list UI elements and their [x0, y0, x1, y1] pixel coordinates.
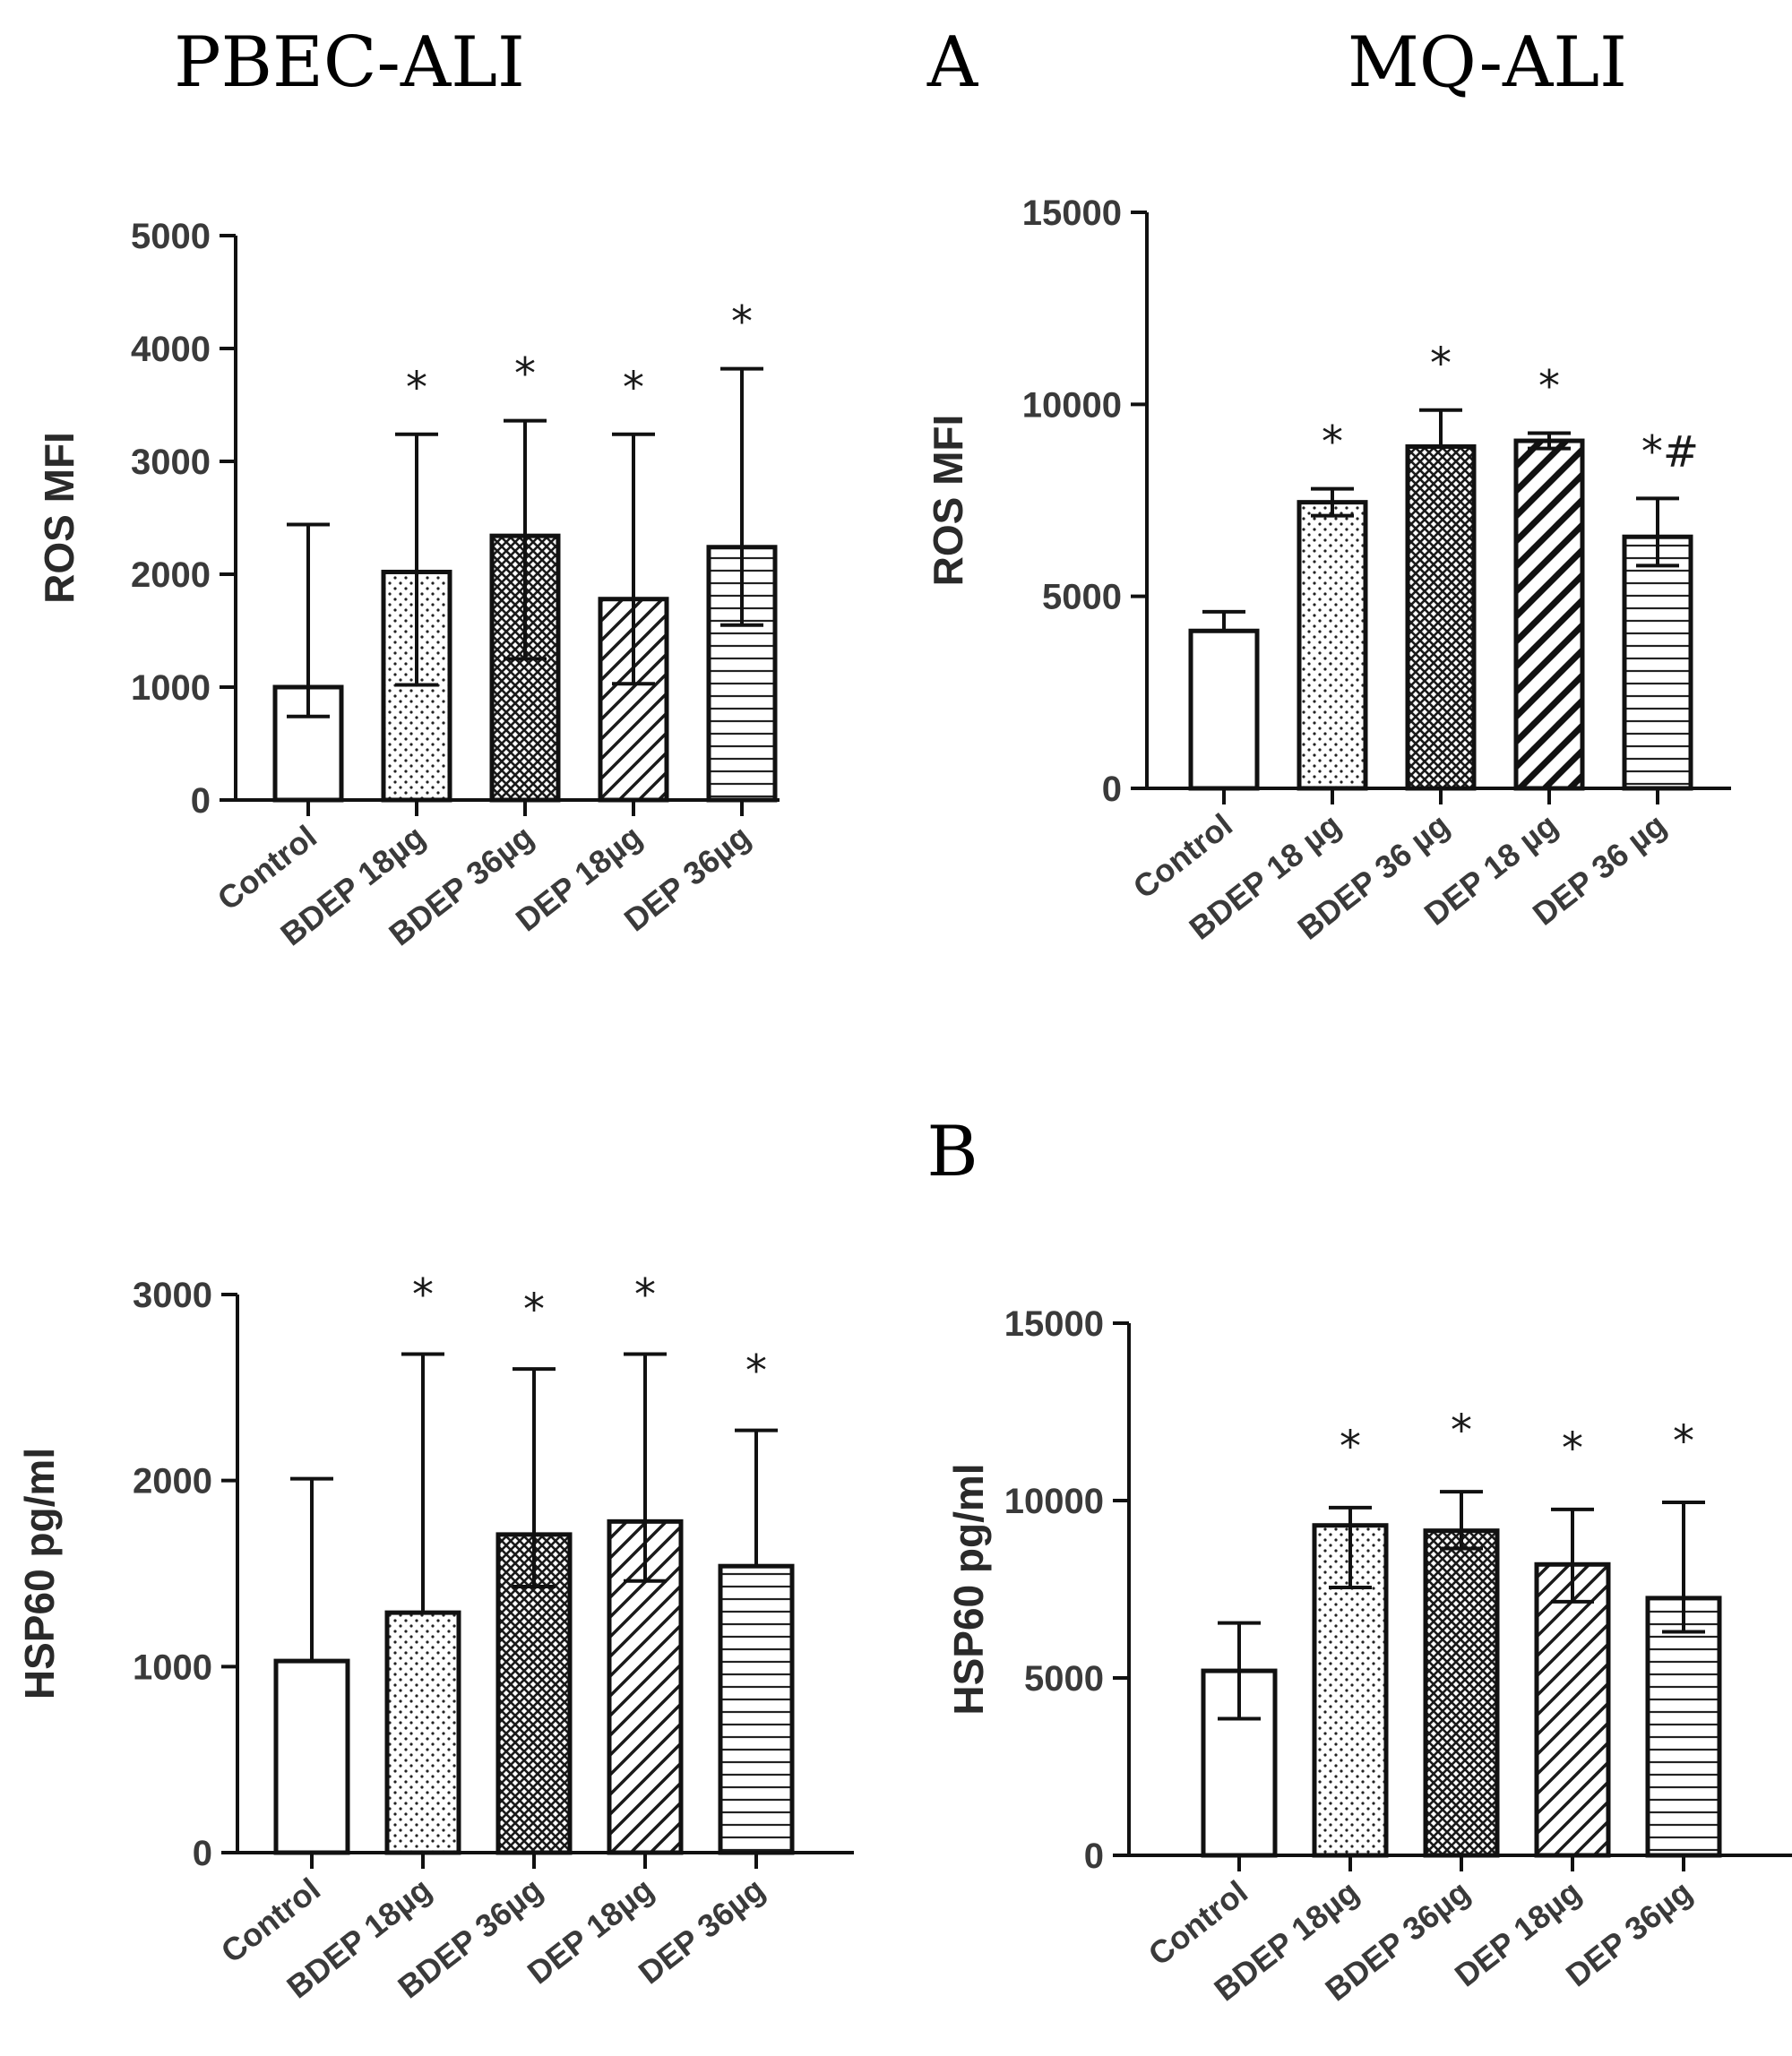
bar	[1513, 438, 1585, 791]
y-axis-label: ROS MFI	[36, 432, 82, 604]
significance-marker: *	[1322, 417, 1343, 468]
significance-marker: *	[1562, 1424, 1583, 1474]
bar	[1645, 1596, 1722, 1858]
significance-marker: *	[1430, 339, 1452, 389]
y-tick-label: 5000	[131, 217, 211, 256]
significance-marker: *	[1451, 1406, 1472, 1456]
heading-panel-b: B	[926, 1112, 978, 1192]
y-tick-label: 0	[1084, 1837, 1104, 1876]
bar	[1423, 1528, 1500, 1858]
y-axis-label: HSP60 pg/ml	[16, 1448, 63, 1699]
y-tick-label: 5000	[1042, 578, 1122, 617]
x-category-label: DEP 36µg	[632, 1871, 771, 1991]
bar	[1297, 500, 1368, 791]
bar	[1405, 443, 1477, 791]
y-tick-label: 3000	[133, 1276, 212, 1315]
y-tick-label: 2000	[131, 555, 211, 595]
y-tick-label: 10000	[1022, 385, 1122, 425]
significance-marker: *	[745, 1346, 767, 1397]
y-tick-label: 0	[191, 781, 211, 821]
y-tick-label: 15000	[1022, 194, 1122, 233]
significance-marker: *	[412, 1269, 434, 1320]
heading-mq-ali: MQ-ALI	[1348, 22, 1627, 103]
x-category-label: DEP 36µg	[1559, 1873, 1699, 1994]
significance-marker: *	[406, 363, 427, 413]
y-tick-label: 5000	[1024, 1659, 1104, 1699]
bar	[1188, 628, 1260, 791]
bar	[1534, 1561, 1611, 1858]
significance-marker: *	[1673, 1416, 1694, 1467]
heading-pbec-ali: PBEC-ALI	[174, 22, 525, 103]
bar	[718, 1563, 795, 1855]
y-axis-label: ROS MFI	[925, 415, 971, 587]
heading-panel-a: A	[926, 22, 979, 103]
bar	[273, 1658, 350, 1855]
significance-marker: *	[1538, 361, 1560, 411]
significance-marker: *	[731, 297, 753, 348]
significance-marker: *	[634, 1269, 656, 1320]
y-tick-label: 2000	[133, 1462, 212, 1501]
significance-marker: *	[514, 349, 536, 400]
significance-marker: *	[623, 363, 644, 413]
y-tick-label: 1000	[131, 668, 211, 708]
y-tick-label: 1000	[133, 1647, 212, 1687]
bar	[1312, 1523, 1389, 1858]
y-tick-label: 3000	[131, 443, 211, 482]
y-axis-label: HSP60 pg/ml	[945, 1463, 992, 1715]
significance-marker: *	[523, 1285, 545, 1335]
bar	[1622, 534, 1693, 791]
significance-marker: *#	[1641, 426, 1699, 477]
y-tick-label: 0	[1102, 770, 1122, 809]
y-tick-label: 15000	[1004, 1304, 1104, 1344]
significance-marker: *	[1340, 1422, 1361, 1472]
y-tick-label: 4000	[131, 330, 211, 369]
bar	[384, 1610, 461, 1855]
y-tick-label: 0	[193, 1834, 212, 1873]
y-tick-label: 10000	[1004, 1482, 1104, 1521]
